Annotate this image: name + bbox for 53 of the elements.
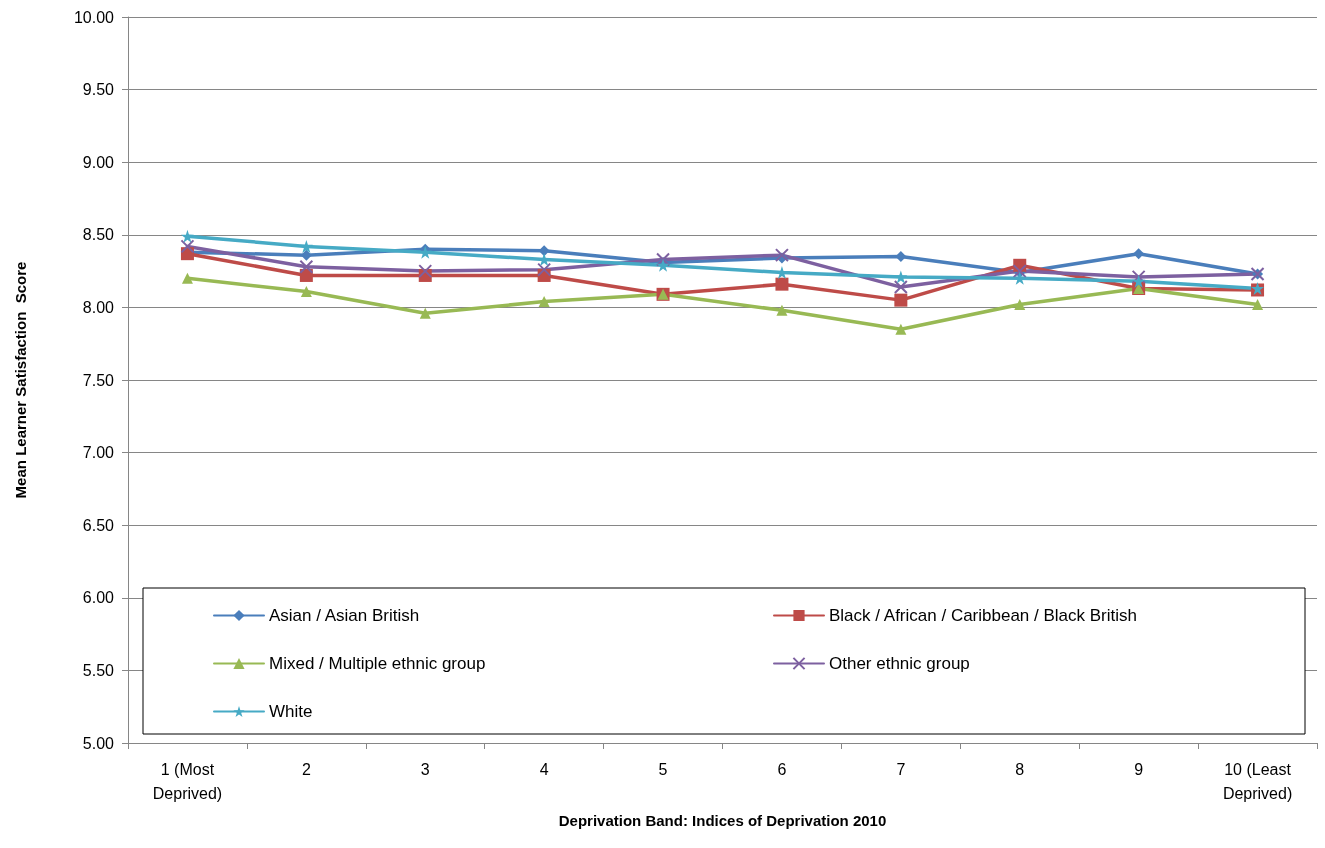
point [776, 304, 788, 316]
point [299, 259, 314, 274]
y-tick-label: 5.50 [82, 661, 115, 679]
point [299, 239, 313, 253]
x-tick-label: 3 [420, 760, 430, 778]
y-tick-label: 8.00 [82, 298, 115, 316]
point [1014, 299, 1026, 310]
y-tick-label: 6.50 [82, 516, 115, 534]
y-tick-label: 5.00 [82, 734, 115, 752]
point [1013, 271, 1027, 285]
x-tick-label: 1 (Most Deprived) [152, 760, 223, 802]
x-tick-label: 7 [896, 760, 906, 778]
legend-label: Mixed / Multiple ethnic group [269, 654, 486, 673]
point [895, 323, 907, 335]
point [656, 252, 671, 267]
point [894, 270, 908, 284]
point [538, 296, 550, 308]
x-tick-label: 8 [1015, 760, 1025, 778]
legend-label: White [269, 702, 313, 721]
point [1252, 299, 1264, 310]
y-tick-label: 9.50 [82, 81, 115, 99]
point [894, 293, 908, 307]
x-tick-label: 2 [301, 760, 311, 778]
point [300, 285, 312, 297]
x-tick-label: 6 [777, 760, 787, 778]
point [180, 239, 195, 254]
x-tick-label: 10 (Least Deprived) [1222, 760, 1293, 802]
x-axis-title: Deprivation Band: Indices of Deprivation 2010 [558, 812, 887, 829]
y-tick-label: 6.00 [82, 589, 115, 607]
x-tick-label: 9 [1134, 760, 1144, 778]
y-tick-label: 9.00 [82, 153, 115, 171]
x-tick-label: 4 [539, 760, 549, 778]
point [1133, 248, 1145, 260]
y-tick-label: 7.50 [82, 371, 115, 389]
point [419, 307, 431, 319]
point [1131, 269, 1146, 284]
y-tick-label: 10.00 [73, 8, 115, 26]
y-axis-title: Mean Learner Satisfaction Score [12, 261, 29, 499]
legend-label: Other ethnic group [829, 654, 970, 673]
point [1132, 274, 1146, 288]
point [418, 264, 433, 279]
point [181, 272, 193, 284]
y-tick-label: 8.50 [82, 226, 115, 244]
y-tick-label: 7.00 [82, 444, 115, 462]
x-tick-label: 5 [658, 760, 668, 778]
point [656, 258, 670, 272]
point [537, 262, 552, 277]
legend-label: Asian / Asian British [269, 606, 420, 625]
point [180, 229, 194, 243]
point [774, 248, 789, 263]
point [775, 277, 789, 291]
point [893, 280, 908, 295]
legend-label: Black / African / Caribbean / Black British [829, 606, 1138, 625]
